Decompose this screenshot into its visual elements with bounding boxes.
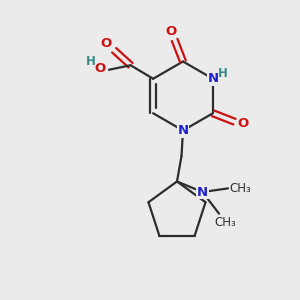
Text: N: N (177, 124, 189, 137)
Text: N: N (197, 185, 208, 199)
Text: CH₃: CH₃ (214, 216, 236, 229)
Text: H: H (218, 67, 227, 80)
Text: H: H (86, 55, 96, 68)
Text: O: O (165, 25, 177, 38)
Text: CH₃: CH₃ (230, 182, 251, 195)
Text: N: N (207, 72, 218, 85)
Text: O: O (238, 117, 249, 130)
Text: O: O (100, 37, 111, 50)
Text: O: O (94, 62, 106, 75)
